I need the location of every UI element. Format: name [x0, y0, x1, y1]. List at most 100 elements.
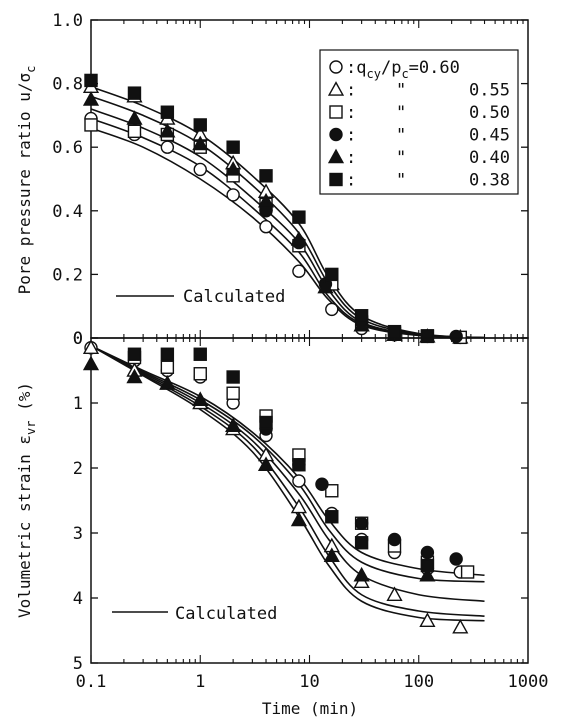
x-tick-label: 1000	[508, 672, 549, 692]
legend-ditto: "	[396, 81, 406, 101]
y-tick-label: 0.2	[52, 265, 83, 285]
calculated-key-label: Calculated	[175, 604, 277, 624]
data-point-open-square	[160, 360, 175, 374]
data-point-filled-triangle	[225, 161, 242, 176]
calculated-curve	[90, 345, 485, 603]
data-point-filled-square	[127, 347, 142, 361]
legend-colon: :	[346, 103, 356, 123]
data-point-filled-square	[354, 536, 369, 550]
pore-pressure-calculated-key: Calculated	[116, 287, 285, 307]
data-point-filled-square	[193, 118, 207, 132]
data-point-filled-square	[292, 458, 306, 472]
data-point-filled-square	[325, 267, 339, 282]
data-point-filled-triangle	[159, 375, 176, 390]
data-point-filled-triangle	[126, 368, 143, 384]
legend-marker-open-triangle	[327, 81, 345, 96]
volumetric-strain-y-ticks: 0 1 2 3 4 5	[73, 329, 528, 674]
time-x-axis-label: Time (min)	[262, 699, 358, 718]
data-point-filled-square	[259, 415, 273, 430]
y-tick-label: 0.8	[52, 75, 83, 95]
data-point-filled-circle	[449, 329, 463, 344]
legend-markers	[327, 60, 345, 187]
pore-pressure-y-ticks: 0 0.2 0.4 0.6 0.8 1.0	[52, 11, 528, 349]
legend-rows: : " 0.55: " 0.50: " 0.45: " 0.40: " 0.38	[346, 81, 510, 191]
data-point-open-circle	[325, 302, 339, 317]
data-point-filled-square	[226, 140, 240, 154]
x-tick-label: 100	[403, 672, 434, 692]
data-point-open-circle	[259, 219, 273, 234]
data-point-filled-square	[160, 347, 175, 361]
y-tick-label: 4	[73, 589, 83, 609]
legend-marker-filled-circle	[329, 127, 343, 142]
data-point-filled-circle	[354, 516, 369, 530]
y-tick-label: 0	[73, 329, 83, 349]
data-point-filled-square	[387, 324, 402, 339]
pore-pressure-data-points	[82, 73, 469, 345]
legend-marker-filled-triangle	[327, 148, 345, 164]
x-tick-label: 10	[299, 672, 319, 692]
legend-ditto: "	[396, 171, 406, 191]
data-point-filled-square	[193, 347, 207, 361]
data-point-filled-square	[354, 309, 369, 323]
legend-ditto: "	[396, 103, 406, 123]
data-point-filled-square	[127, 86, 142, 100]
legend-marker-filled-square	[329, 172, 343, 187]
data-point-filled-circle	[315, 477, 329, 491]
data-point-filled-triangle	[192, 135, 209, 151]
data-point-open-square	[84, 118, 98, 132]
legend-value: 0.45	[469, 126, 510, 146]
data-point-filled-circle	[449, 552, 463, 566]
data-point-open-square	[325, 484, 339, 498]
data-point-filled-square	[160, 105, 175, 119]
calculated-key-label: Calculated	[183, 287, 285, 307]
data-point-filled-square	[292, 210, 306, 224]
data-point-open-square	[226, 386, 240, 400]
data-point-filled-triangle	[257, 456, 275, 471]
legend-colon: :	[346, 171, 356, 191]
data-point-filled-triangle	[159, 122, 176, 138]
y-tick-label: 1.0	[52, 11, 83, 31]
data-point-open-circle	[226, 188, 240, 202]
legend-colon: :	[346, 126, 356, 146]
volumetric-strain-y-axis-label: Volumetric strain εvr (%)	[15, 382, 38, 618]
volumetric-strain-data-points	[82, 339, 475, 634]
y-tick-label: 0.6	[52, 138, 83, 158]
data-point-filled-triangle	[126, 110, 143, 125]
legend-ditto: "	[396, 148, 406, 168]
pore-pressure-y-axis-label: Pore pressure ratio u/σc	[15, 66, 38, 295]
data-point-filled-triangle	[82, 355, 100, 371]
data-point-filled-square	[84, 73, 98, 88]
data-point-open-triangle	[386, 586, 403, 601]
data-point-filled-triangle	[323, 547, 340, 562]
x-tick-label: 0.1	[76, 672, 107, 692]
data-point-filled-triangle	[419, 566, 436, 582]
data-point-filled-square	[259, 169, 273, 183]
data-point-filled-triangle	[82, 91, 100, 106]
data-point-filled-triangle	[290, 231, 308, 246]
data-point-filled-square	[420, 558, 435, 573]
data-point-open-circle	[193, 162, 207, 177]
data-point-filled-triangle	[353, 566, 370, 582]
data-point-open-circle	[160, 140, 175, 154]
data-point-filled-square	[325, 510, 339, 524]
data-point-filled-triangle	[192, 391, 209, 406]
y-tick-label: 0.4	[52, 202, 83, 222]
data-point-filled-circle	[387, 532, 402, 547]
data-point-filled-triangle	[353, 316, 370, 332]
time-x-ticks: 0.1 1 10 100 1000	[76, 672, 549, 692]
data-point-filled-square	[420, 329, 435, 343]
y-tick-label: 3	[73, 524, 83, 544]
data-point-open-square	[193, 367, 207, 381]
volumetric-strain-panel: Volumetric strain εvr (%) 0 1 2 3 4 5 Calcula…	[15, 329, 548, 718]
data-point-filled-square	[226, 370, 240, 384]
data-point-open-triangle	[82, 339, 100, 354]
legend: :qcy/pc=0.60 : " 0.55: " 0.50: " 0.45: " 0.40: " 0…	[319, 49, 519, 195]
legend-box	[319, 49, 519, 195]
data-point-open-circle	[292, 474, 306, 488]
legend-colon: :	[346, 81, 356, 101]
y-tick-label: 5	[73, 654, 83, 674]
y-tick-label: 0	[73, 329, 83, 349]
legend-value: 0.55	[469, 81, 510, 101]
data-point-filled-triangle	[225, 417, 242, 432]
